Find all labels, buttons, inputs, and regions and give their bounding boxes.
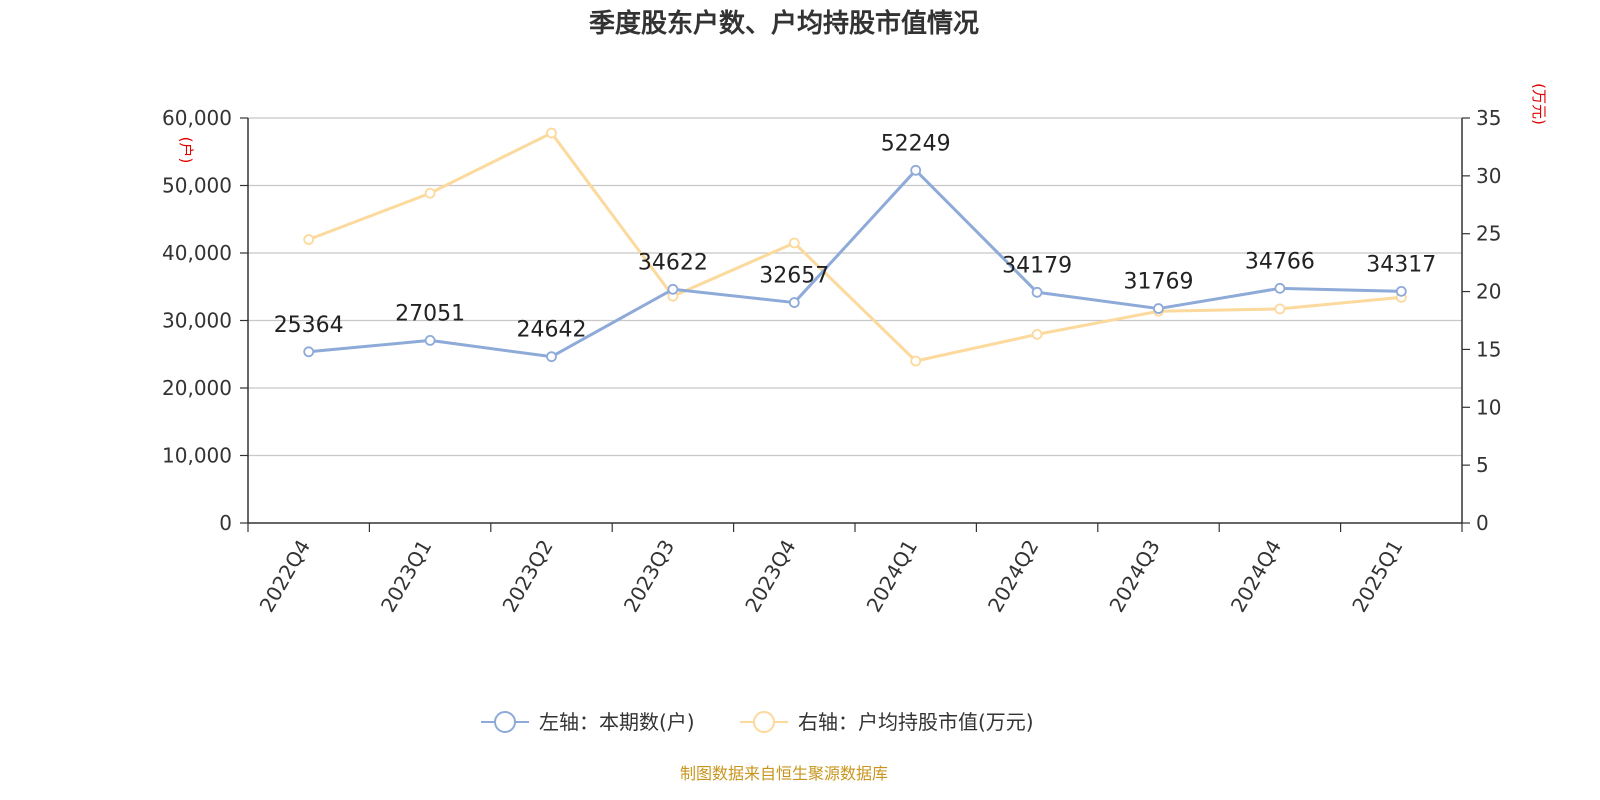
chart-title: 季度股东户数、户均持股市值情况	[589, 8, 979, 39]
data-point-left[interactable]	[424, 335, 436, 346]
data-label: 52249	[881, 131, 951, 156]
data-point-right[interactable]	[910, 355, 922, 367]
series-line-right	[308, 131, 1402, 363]
data-point-left[interactable]	[1274, 282, 1286, 294]
x-tick-label: 2024Q1	[862, 536, 922, 617]
data-point-left[interactable]	[1153, 303, 1164, 314]
series-layer: 25364 27051 24642 34622 32657 52249 34179 31769…	[274, 127, 1436, 367]
left-tick-label: 10,000	[162, 444, 232, 468]
left-tick-label: 0	[219, 511, 232, 535]
left-axis-unit: (户)	[177, 137, 195, 164]
legend: 左轴：本期数(户) 右轴：户均持股市值(万元)	[481, 710, 1034, 734]
left-tick-label: 50,000	[162, 174, 232, 198]
left-tick-label: 40,000	[162, 241, 232, 265]
source-note: 制图数据来自恒生聚源数据库	[680, 764, 888, 783]
right-tick-label: 10	[1476, 395, 1501, 419]
left-axis-ticks: 0 10,000 20,000 30,000 40,000 50,000 60,000	[162, 106, 248, 535]
data-point-left[interactable]	[1031, 286, 1043, 298]
data-label: 24642	[517, 318, 587, 343]
right-axis-ticks: 0 5 10 15 20 25 30 35	[1462, 106, 1501, 535]
legend-item-right[interactable]: 右轴：户均持股市值(万元)	[740, 710, 1034, 734]
right-tick-label: 20	[1476, 280, 1501, 304]
legend-label-left: 左轴：本期数(户)	[539, 710, 695, 734]
x-tick-label: 2023Q2	[497, 536, 557, 617]
right-tick-label: 15	[1476, 337, 1501, 361]
right-tick-label: 5	[1476, 453, 1489, 477]
data-point-left[interactable]	[546, 351, 557, 363]
x-tick-label: 2025Q1	[1347, 536, 1407, 617]
right-tick-label: 0	[1476, 511, 1489, 535]
x-tick-label: 2022Q4	[255, 536, 315, 617]
data-point-left[interactable]	[788, 297, 800, 308]
data-point-right[interactable]	[788, 237, 800, 249]
legend-marker-left	[494, 711, 516, 733]
data-point-left[interactable]	[1395, 285, 1407, 297]
right-axis-unit: (万元)	[1530, 83, 1548, 125]
left-tick-label: 60,000	[162, 106, 232, 130]
data-point-left[interactable]	[303, 346, 315, 358]
data-point-right[interactable]	[1274, 303, 1286, 315]
left-tick-label: 20,000	[162, 376, 232, 400]
data-point-left[interactable]	[667, 283, 679, 295]
data-label: 27051	[395, 301, 465, 326]
x-axis-ticks: 2022Q4 2023Q1 2023Q2 2023Q3 2023Q4 2024Q1 2024…	[247, 523, 1463, 617]
x-tick-label: 2024Q2	[983, 536, 1043, 617]
x-tick-label: 2023Q3	[619, 536, 679, 617]
data-label: 34179	[1002, 253, 1072, 278]
data-label: 32657	[759, 264, 829, 289]
right-tick-label: 25	[1476, 222, 1501, 246]
x-tick-label: 2024Q4	[1226, 536, 1286, 617]
legend-label-right: 右轴：户均持股市值(万元)	[798, 710, 1034, 734]
data-label: 34317	[1366, 252, 1436, 277]
x-tick-label: 2023Q4	[740, 536, 800, 617]
legend-marker-right	[753, 711, 775, 733]
data-label: 31769	[1124, 270, 1194, 295]
right-tick-label: 35	[1476, 106, 1501, 130]
right-tick-label: 30	[1476, 164, 1501, 188]
grid-lines	[248, 117, 1462, 457]
left-tick-label: 30,000	[162, 309, 232, 333]
series-line-left	[308, 168, 1402, 359]
data-point-right[interactable]	[546, 127, 557, 139]
data-point-right[interactable]	[424, 187, 436, 199]
data-label: 34766	[1245, 249, 1315, 274]
legend-item-left[interactable]: 左轴：本期数(户)	[481, 710, 695, 734]
data-point-right[interactable]	[1031, 328, 1043, 340]
data-point-right[interactable]	[303, 234, 315, 245]
data-label: 25364	[274, 313, 344, 338]
data-label: 34622	[638, 250, 708, 275]
x-tick-label: 2024Q3	[1104, 536, 1164, 617]
x-tick-label: 2023Q1	[376, 536, 436, 617]
data-point-left[interactable]	[910, 164, 922, 176]
